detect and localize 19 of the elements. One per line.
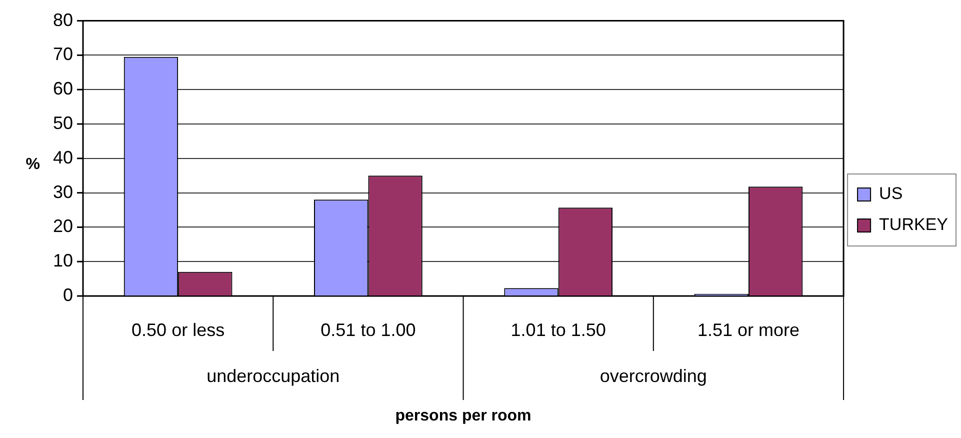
- y-tick-label: 50: [52, 112, 73, 133]
- y-tick-label: 30: [52, 182, 73, 202]
- y-tick-label: 0: [62, 284, 73, 305]
- x-tick-label: 1.51 or more: [697, 320, 800, 340]
- legend-label: US: [879, 184, 903, 204]
- legend-label: TURKEY: [879, 215, 948, 234]
- text: overcrowding: [600, 366, 707, 386]
- y-tick-label: 80: [52, 10, 73, 30]
- text: underoccupation: [206, 366, 340, 386]
- y-tick-label: 60: [52, 78, 73, 99]
- y-tick-label: 20: [52, 216, 73, 236]
- y-tick-label: 10: [52, 250, 73, 271]
- y-tick-label: 40: [52, 147, 73, 168]
- x-axis-title: persons per room: [395, 407, 532, 424]
- x-tick-label: 1.01 to 1.50: [510, 320, 606, 340]
- y-tick-label: 70: [52, 44, 73, 64]
- y-axis-title: %: [26, 156, 40, 173]
- x-tick-label: 0.51 to 1.00: [320, 320, 416, 340]
- x-tick-label: 0.50 or less: [132, 320, 225, 340]
